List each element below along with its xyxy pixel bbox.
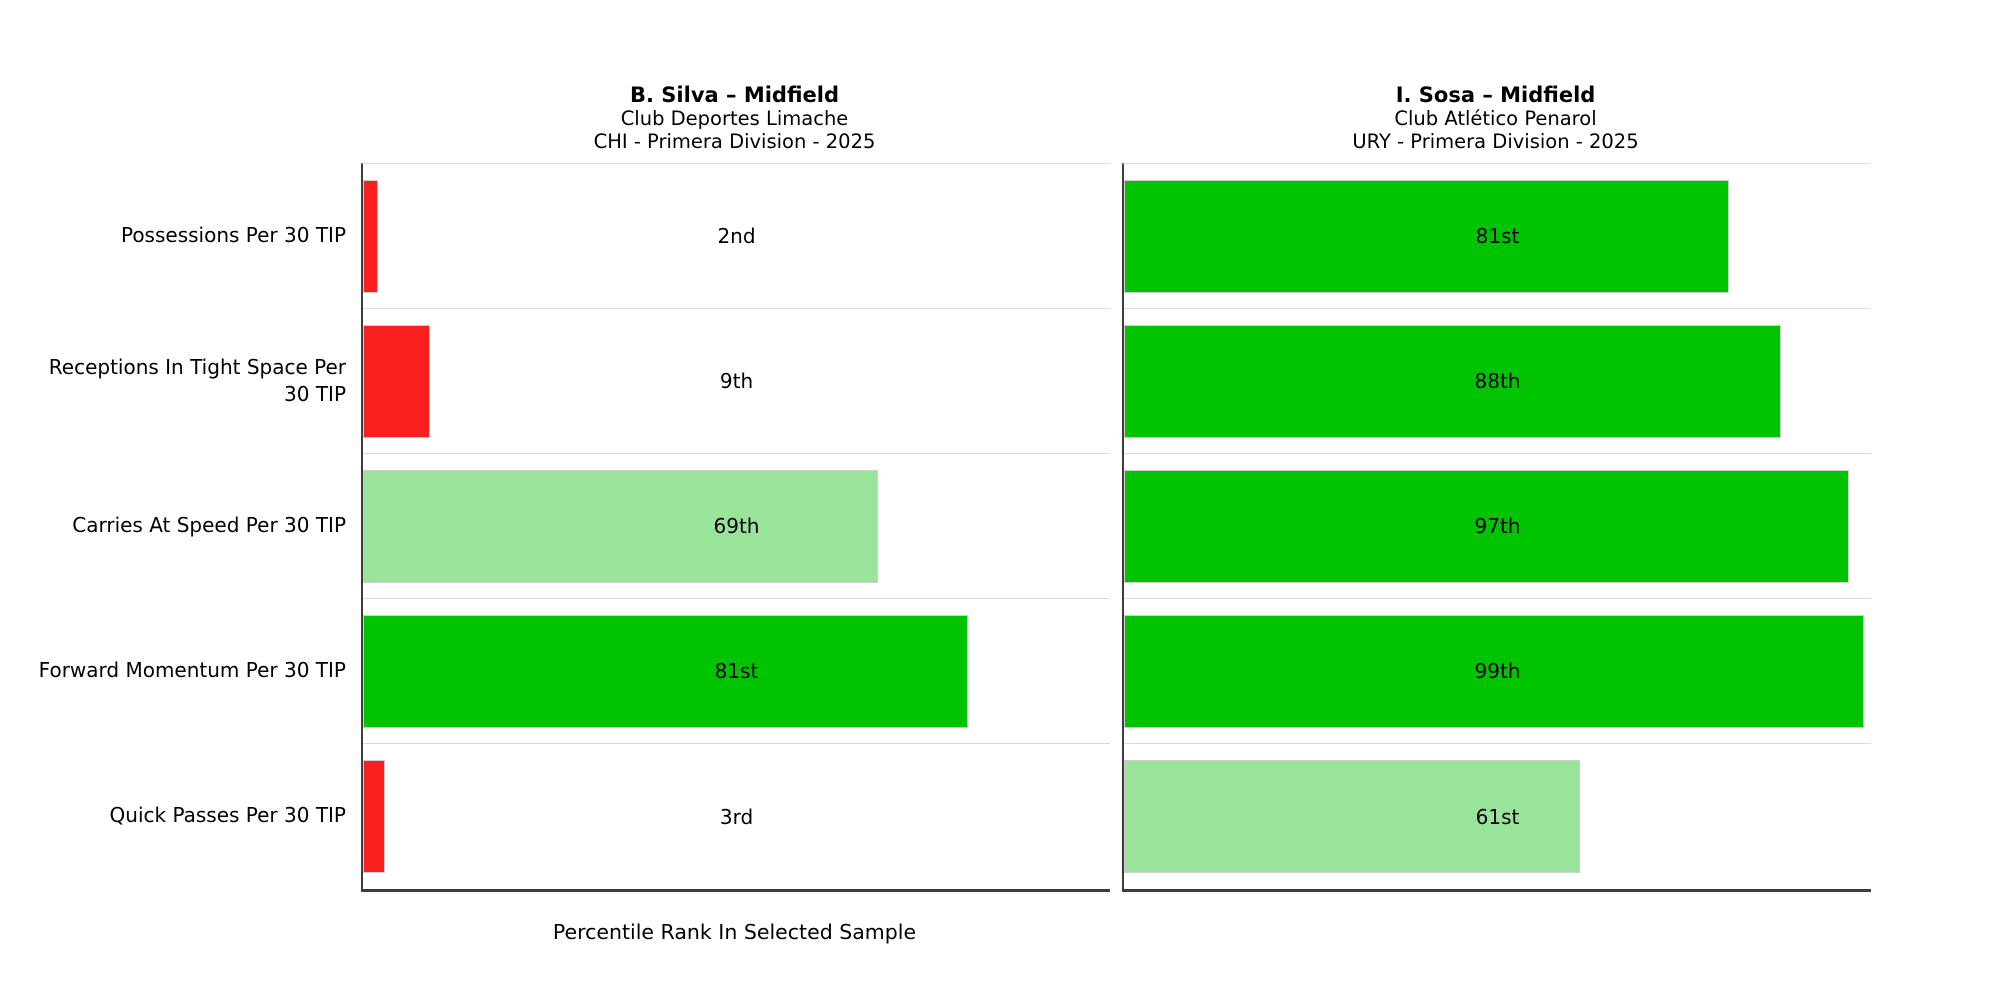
category-label: Receptions In Tight Space Per 30 TIP <box>48 354 346 406</box>
right-club-subtitle: Club Atlético Penarol <box>1394 107 1597 130</box>
bar-row: 69th <box>363 454 1110 599</box>
bar-row: 81st <box>363 599 1110 744</box>
percentile-bar <box>363 470 879 583</box>
right-bar-panel: 81st 88th 97th 99th 61st <box>1122 163 1871 892</box>
percentile-bar <box>363 325 431 438</box>
left-bar-panel: 2nd 9th 69th 81st 3rd <box>361 163 1110 892</box>
percentile-bar <box>363 615 969 728</box>
left-club-subtitle: Club Deportes Limache <box>620 107 849 130</box>
left-league-subtitle: CHI - Primera Division - 2025 <box>593 130 876 153</box>
bar-row: 81st <box>1124 164 1871 309</box>
right-panel-title-block: I. Sosa – Midfield Club Atlético Penarol… <box>1122 83 1869 154</box>
x-axis-label: Percentile Rank In Selected Sample <box>552 920 917 944</box>
left-panel-title-block: B. Silva – Midfield Club Deportes Limach… <box>361 83 1108 154</box>
percentile-bar <box>1124 615 1864 728</box>
bar-row: 97th <box>1124 454 1871 599</box>
bar-row: 88th <box>1124 309 1871 454</box>
percentile-bar <box>1124 470 1849 583</box>
percentile-value-label: 2nd <box>717 224 756 248</box>
percentile-bar <box>363 760 386 873</box>
bar-row: 2nd <box>363 164 1110 309</box>
category-axis-labels: Possessions Per 30 TIP Receptions In Tigh… <box>36 163 352 888</box>
category-label: Forward Momentum Per 30 TIP <box>38 658 346 682</box>
percentile-bar <box>1124 180 1730 293</box>
bar-row: 9th <box>363 309 1110 454</box>
percentile-value-label: 3rd <box>719 804 754 829</box>
left-player-title: B. Silva – Midfield <box>630 83 839 107</box>
category-label: Quick Passes Per 30 TIP <box>109 803 346 827</box>
bar-row: 99th <box>1124 599 1871 744</box>
right-league-subtitle: URY - Primera Division - 2025 <box>1352 130 1639 153</box>
bar-row: 61st <box>1124 744 1871 889</box>
percentile-bar <box>1124 325 1782 438</box>
right-player-title: I. Sosa – Midfield <box>1395 83 1596 107</box>
bar-row: 3rd <box>363 744 1110 889</box>
percentile-value-label: 9th <box>719 369 754 393</box>
category-label: Possessions Per 30 TIP <box>120 223 346 247</box>
percentile-bar <box>1124 760 1580 873</box>
percentile-bar <box>363 180 378 293</box>
category-label: Carries At Speed Per 30 TIP <box>72 513 346 537</box>
